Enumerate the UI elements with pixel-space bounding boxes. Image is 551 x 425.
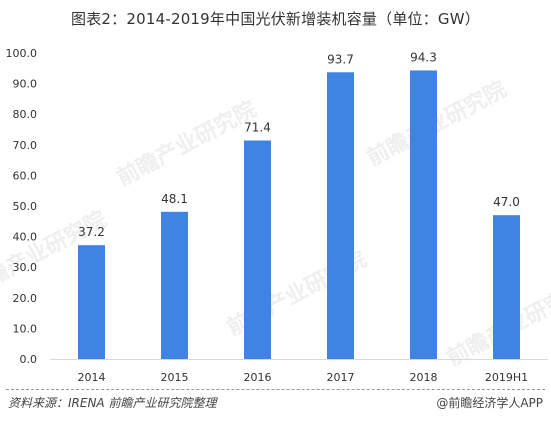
credit-note: @前瞻经济学人APP	[436, 396, 543, 410]
x-tick-label: 2017	[327, 371, 355, 384]
bar-2016	[244, 140, 271, 359]
footer-divider	[6, 389, 545, 390]
source-note: 资料来源：IRENA 前瞻产业研究院整理	[8, 396, 217, 410]
x-tick-label: 2018	[410, 371, 438, 384]
y-tick-label: 70.0	[13, 139, 38, 152]
y-tick-label: 100.0	[6, 47, 38, 60]
x-axis: 2014 2015 2016 2017 2018 2019H1	[50, 359, 548, 384]
data-label-2018: 94.3	[410, 50, 437, 64]
y-tick-label: 90.0	[13, 78, 38, 91]
watermark-text: 前瞻产业研究院	[113, 96, 261, 191]
y-tick-label: 10.0	[13, 322, 38, 335]
y-tick-label: 60.0	[13, 169, 38, 182]
y-axis: 0.0 10.0 20.0 30.0 40.0 50.0 60.0 70.0 80.0 90.0 1…	[6, 47, 38, 366]
y-tick-label: 80.0	[13, 108, 38, 121]
y-tick-label: 0.0	[20, 353, 38, 366]
data-label-2019H1: 47.0	[493, 195, 520, 209]
x-tick-label: 2019H1	[485, 371, 528, 384]
y-tick-label: 50.0	[13, 200, 38, 213]
bar-2017	[327, 72, 354, 359]
bar-2018	[410, 70, 437, 359]
x-tick-label: 2015	[161, 371, 189, 384]
chart-title: 图表2：2014-2019年中国光伏新增装机容量（单位：GW）	[71, 10, 480, 28]
data-labels: 37.2 48.1 71.4 93.7 94.3 47.0	[78, 50, 520, 239]
x-tick-label: 2014	[78, 371, 106, 384]
y-tick-label: 30.0	[13, 261, 38, 274]
data-label-2017: 93.7	[327, 52, 354, 66]
y-tick-label: 40.0	[13, 231, 38, 244]
bar-series	[78, 70, 520, 359]
bar-2019H1	[493, 215, 520, 359]
data-label-2016: 71.4	[244, 121, 271, 135]
data-label-2014: 37.2	[78, 225, 105, 239]
bar-2015	[161, 211, 188, 359]
x-tick-label: 2016	[244, 371, 272, 384]
bar-2014	[78, 245, 105, 359]
y-tick-label: 20.0	[13, 292, 38, 305]
data-label-2015: 48.1	[161, 192, 188, 206]
